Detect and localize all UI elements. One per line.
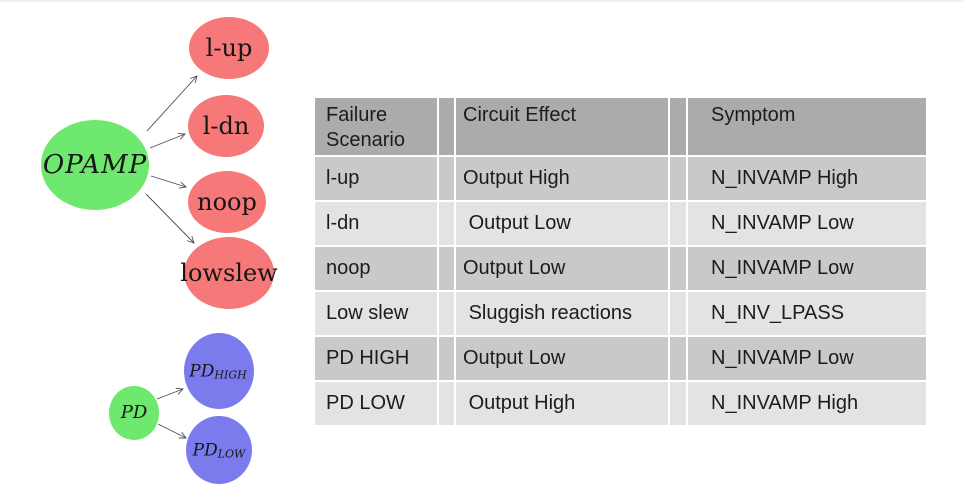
cell-effect: Output Low	[456, 202, 668, 245]
cell-effect: Output Low	[456, 337, 668, 380]
lowslew-node-ellipse	[184, 237, 274, 309]
header-spacer-2	[670, 98, 686, 155]
header-symptom: Symptom	[688, 98, 926, 155]
cell-effect: Output High	[456, 382, 668, 425]
cell-scenario: PD LOW	[315, 382, 437, 425]
table-row: l-up Output High N_INVAMP High	[315, 157, 926, 200]
top-border-strip	[0, 0, 964, 2]
cell-spacer	[439, 382, 454, 425]
arrow-opamp-to-lowslew	[145, 193, 194, 243]
pd-node-ellipse	[109, 386, 159, 440]
table-header-row: Failure Scenario Circuit Effect Symptom	[315, 98, 926, 155]
cell-spacer	[439, 337, 454, 380]
opamp-node-label: OPAMP	[42, 150, 148, 180]
table-row: Low slew Sluggish reactions N_INV_LPASS	[315, 292, 926, 335]
cell-symptom: N_INVAMP Low	[688, 202, 926, 245]
header-failure-scenario: Failure Scenario	[315, 98, 437, 155]
cell-spacer	[670, 292, 686, 335]
pdlow-node-ellipse	[186, 416, 252, 484]
cell-scenario: l-up	[315, 157, 437, 200]
pdlow-node-label: PDLOW	[192, 440, 246, 461]
lup-node-label: l-up	[205, 34, 253, 62]
cell-effect: Sluggish reactions	[456, 292, 668, 335]
noop-node-ellipse	[188, 171, 266, 233]
cell-scenario: noop	[315, 247, 437, 290]
arrow-pd-to-pdhigh	[156, 389, 183, 400]
cell-spacer	[439, 157, 454, 200]
pdhigh-label-subscript: HIGH	[214, 368, 247, 382]
table-row: PD HIGH Output Low N_INVAMP Low	[315, 337, 926, 380]
arrow-opamp-to-noop	[150, 175, 186, 187]
cell-scenario: l-dn	[315, 202, 437, 245]
table-row: l-dn Output Low N_INVAMP Low	[315, 202, 926, 245]
cell-spacer	[670, 382, 686, 425]
pdhigh-node-ellipse	[184, 333, 254, 409]
cell-symptom: N_INVAMP High	[688, 157, 926, 200]
ldn-node-label: l-dn	[202, 112, 250, 140]
pd-node-label: PD	[120, 402, 148, 423]
lup-node-ellipse	[189, 17, 269, 79]
pdhigh-label-base: PD	[189, 361, 215, 382]
cell-effect: Output High	[456, 157, 668, 200]
ldn-node-ellipse	[188, 95, 264, 157]
cell-spacer	[670, 202, 686, 245]
cell-scenario: PD HIGH	[315, 337, 437, 380]
pdlow-label-subscript: LOW	[217, 447, 246, 461]
cell-spacer	[670, 157, 686, 200]
arrow-opamp-to-ldn	[149, 134, 185, 149]
cell-scenario: Low slew	[315, 292, 437, 335]
pdhigh-node-label: PDHIGH	[189, 361, 247, 382]
opamp-node-ellipse	[41, 120, 149, 210]
cell-spacer	[439, 292, 454, 335]
cell-spacer	[439, 202, 454, 245]
arrow-opamp-to-lup	[146, 76, 197, 132]
header-circuit-effect: Circuit Effect	[456, 98, 668, 155]
header-spacer-1	[439, 98, 454, 155]
lowslew-node-label: lowslew	[180, 259, 278, 287]
table-row: PD LOW Output High N_INVAMP High	[315, 382, 926, 425]
pdlow-label-base: PD	[192, 440, 218, 461]
arrow-pd-to-pdlow	[157, 423, 186, 438]
cell-symptom: N_INVAMP Low	[688, 337, 926, 380]
cell-spacer	[439, 247, 454, 290]
cell-symptom: N_INV_LPASS	[688, 292, 926, 335]
table-row: noop Output Low N_INVAMP Low	[315, 247, 926, 290]
cell-symptom: N_INVAMP Low	[688, 247, 926, 290]
cell-effect: Output Low	[456, 247, 668, 290]
cell-spacer	[670, 337, 686, 380]
cell-spacer	[670, 247, 686, 290]
cell-symptom: N_INVAMP High	[688, 382, 926, 425]
failure-scenario-table: Failure Scenario Circuit Effect Symptom …	[313, 96, 928, 427]
fault-tree-diagram	[41, 17, 274, 484]
noop-node-label: noop	[197, 188, 257, 216]
